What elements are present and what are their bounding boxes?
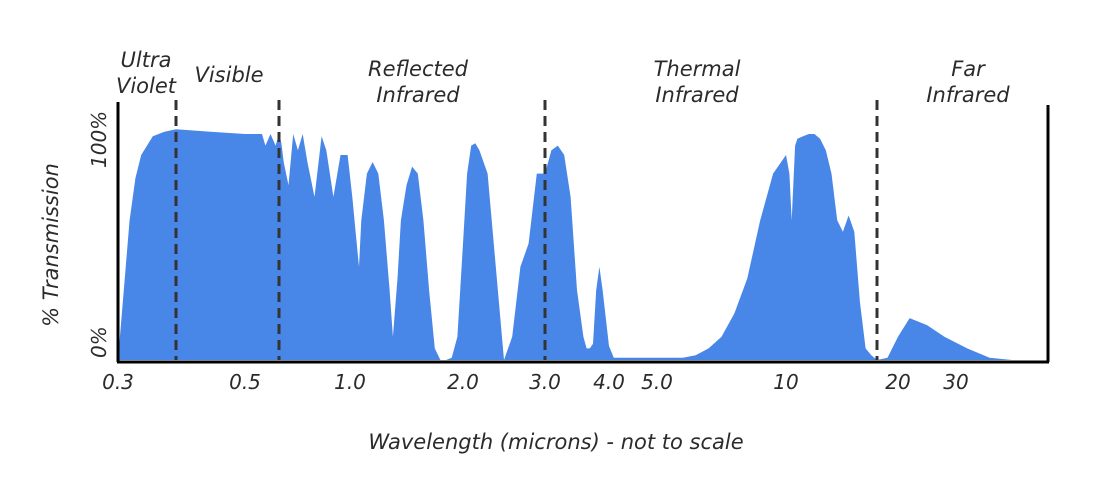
region-label-reflected-infrared-line-2: Infrared [376,83,460,107]
x-tick-label-9: 30 [943,370,968,394]
transmission-area [118,129,1012,360]
x-tick-label-3: 2.0 [447,370,479,394]
y-tick-label-0: 0% [87,326,111,358]
x-tick-labels: 0.3 0.5 1.0 2.0 3.0 4.0 5.0 10 20 30 [102,370,969,394]
x-tick-label-5: 4.0 [593,370,625,394]
y-tick-label-100: 100% [87,111,111,168]
x-tick-label-7: 10 [773,370,798,394]
x-tick-label-8: 20 [885,370,910,394]
x-tick-label-6: 5.0 [641,370,673,394]
region-label-ultra-violet-line-2: Violet [116,74,177,98]
region-label-visible-line-1: Visible [194,63,263,87]
transmission-area-layer [118,129,1012,360]
region-label-reflected-infrared-line-1: Reflected [368,57,469,81]
region-label-far-infrared-line-2: Infrared [926,83,1010,107]
x-tick-label-2: 1.0 [334,370,366,394]
region-label-thermal-infrared-line-1: Thermal [654,57,741,81]
region-label-far-infrared-line-1: Far [951,57,986,81]
x-tick-label-0: 0.3 [102,370,134,394]
region-label-ultra-violet-line-1: Ultra [121,48,172,72]
region-boundaries [174,100,879,360]
y-axis-title: % Transmission [39,163,63,327]
x-axis-title: Wavelength (microns) - not to scale [368,430,743,454]
axes [116,102,1050,364]
region-label-thermal-infrared-line-2: Infrared [655,83,739,107]
x-tick-label-4: 3.0 [529,370,561,394]
x-tick-label-1: 0.5 [229,370,261,394]
